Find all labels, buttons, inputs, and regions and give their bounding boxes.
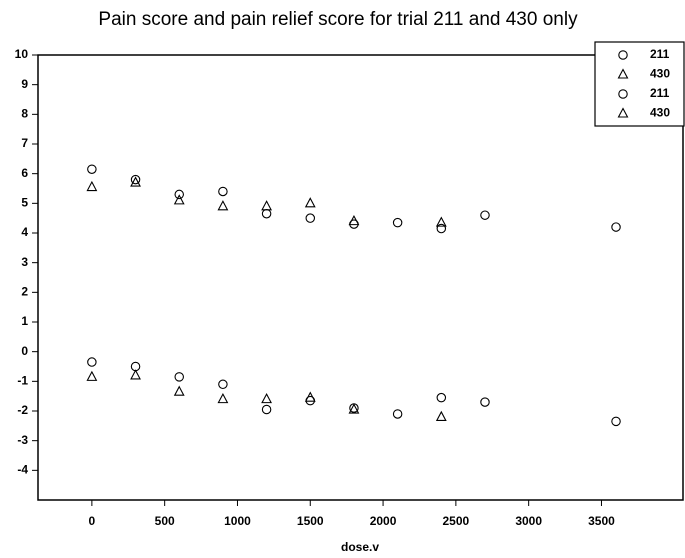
point — [86, 180, 98, 192]
legend-symbol — [617, 68, 629, 79]
point — [261, 200, 273, 211]
chart-title: Pain score and pain relief score for tri… — [98, 9, 578, 30]
point — [480, 397, 490, 407]
y-tick-label: 9 — [21, 77, 28, 91]
point — [217, 200, 229, 211]
y-tick-label: 3 — [21, 255, 28, 269]
point — [173, 194, 185, 205]
point — [173, 385, 185, 396]
y-tick-label: 8 — [21, 107, 28, 121]
point — [217, 392, 229, 404]
point — [436, 223, 447, 234]
point — [305, 213, 316, 223]
y-tick-label: 1 — [21, 314, 28, 328]
plot-frame — [37, 54, 684, 501]
point — [611, 222, 621, 232]
point — [435, 216, 447, 227]
point — [130, 369, 141, 380]
legend-box — [594, 41, 685, 127]
y-tick-label: -4 — [17, 463, 28, 477]
x-tick-label: 2000 — [370, 514, 397, 528]
point — [348, 403, 360, 414]
legend-symbol — [618, 50, 628, 60]
point — [174, 372, 184, 382]
point — [611, 416, 621, 427]
legend-symbol — [618, 89, 628, 99]
y-tick-label: 4 — [21, 225, 28, 239]
legend-label: 430 — [650, 106, 670, 120]
point — [87, 164, 97, 174]
point — [392, 409, 403, 419]
legend-symbol — [617, 107, 629, 118]
y-tick-label: 0 — [21, 344, 28, 358]
y-tick-label: 5 — [21, 196, 28, 210]
point — [130, 174, 141, 185]
y-tick-label: -2 — [17, 403, 28, 417]
point — [348, 214, 360, 226]
x-tick-label: 0 — [89, 514, 96, 528]
y-tick-label: 10 — [15, 47, 29, 61]
point — [261, 392, 273, 404]
point — [435, 410, 447, 421]
y-tick-label: -1 — [17, 374, 28, 388]
point — [86, 370, 98, 381]
point — [261, 404, 272, 415]
x-tick-label: 3500 — [588, 514, 615, 528]
point — [304, 197, 316, 208]
x-tick-label: 3000 — [515, 514, 542, 528]
point — [218, 186, 228, 197]
x-tick-label: 500 — [155, 514, 175, 528]
point — [130, 176, 141, 187]
y-tick-label: 7 — [21, 136, 28, 150]
point — [304, 391, 316, 402]
x-tick-label: 1500 — [297, 514, 324, 528]
x-tick-label: 2500 — [443, 514, 470, 528]
legend-label: 211 — [650, 86, 670, 100]
point — [218, 379, 228, 390]
point — [87, 357, 97, 367]
legend-label: 211 — [650, 47, 670, 61]
y-tick-label: 6 — [21, 166, 28, 180]
point — [174, 189, 184, 200]
point — [392, 217, 403, 228]
point — [436, 392, 447, 403]
y-tick-label: -3 — [17, 433, 28, 447]
point — [261, 208, 272, 219]
x-tick-label: 1000 — [224, 514, 251, 528]
point — [480, 210, 490, 220]
y-tick-label: 2 — [21, 285, 28, 299]
legend-label: 430 — [650, 67, 670, 81]
x-axis-label: dose.v — [341, 540, 379, 554]
